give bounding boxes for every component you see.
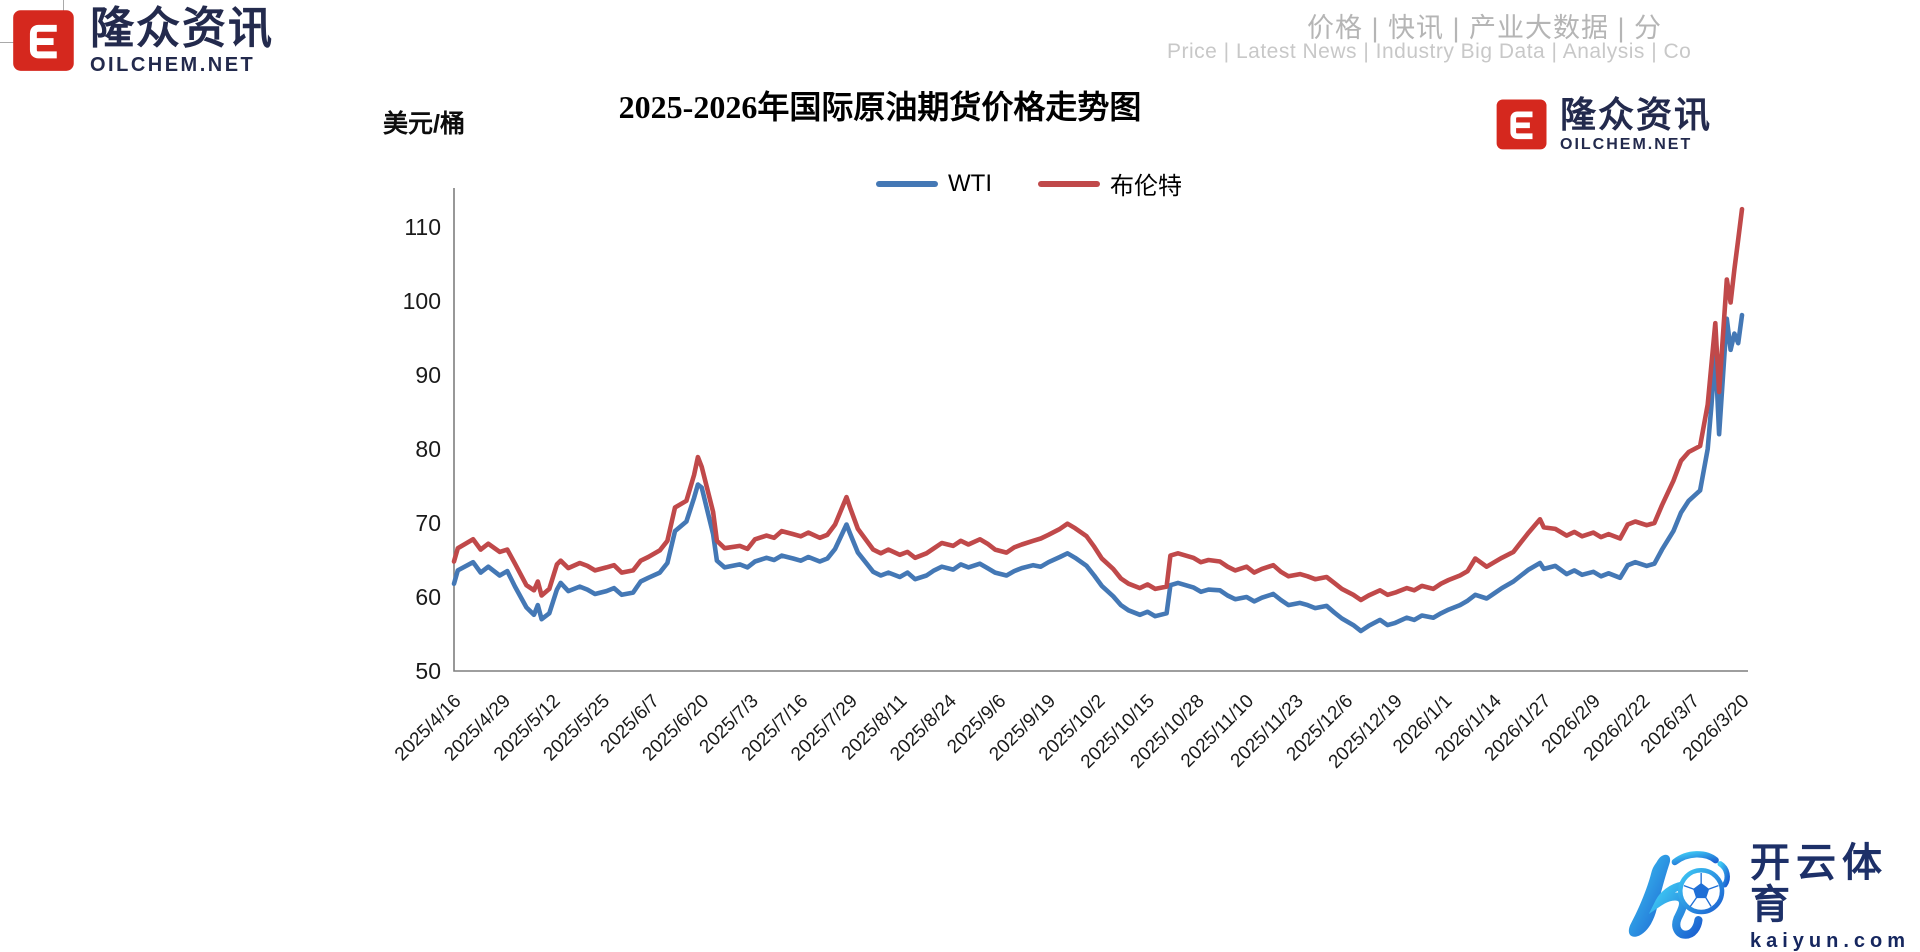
chart-legend: WTI 布伦特 [876, 166, 1182, 201]
kaiyun-logo[interactable]: 开云体育 kaiyun.com [1624, 842, 1920, 952]
watermark-name-cn: 隆众资讯 [1560, 94, 1713, 135]
y-axis-tick-label: 60 [415, 584, 441, 610]
y-axis-tick-label: 80 [415, 436, 441, 462]
wti-price-line [451, 312, 1745, 634]
brent-line-swatch [1037, 180, 1100, 187]
y-axis-tick-label: 90 [415, 362, 441, 388]
wti-line-swatch [876, 180, 938, 187]
kaiyun-name-cn: 开云体育 [1750, 841, 1888, 927]
watermark-name-en: OILCHEM.NET [1560, 136, 1693, 153]
y-axis-unit-label: 美元/桶 [383, 110, 465, 138]
nav-links-en[interactable]: Price | Latest News | Industry Big Data … [1167, 40, 1692, 63]
axis-lines [453, 188, 1748, 672]
oilchem-logo[interactable]: 隆众资讯 OILCHEM.NET [10, 6, 274, 76]
kaiyun-text: 开云体育 kaiyun.com [1750, 842, 1920, 952]
brand-text: 隆众资讯 OILCHEM.NET [90, 4, 274, 77]
watermark-text: 隆众资讯 OILCHEM.NET [1560, 96, 1712, 154]
oilchem-watermark-icon [1494, 96, 1550, 152]
y-axis-tick-label: 110 [404, 214, 441, 240]
chart-title: 2025-2026年国际原油期货价格走势图 [618, 89, 1142, 125]
brent-price-line [451, 206, 1745, 603]
kaiyun-icon [1624, 849, 1742, 945]
legend-item-brent: 布伦特 [1037, 166, 1182, 201]
y-axis-tick-label: 100 [403, 288, 441, 314]
brand-name-cn: 隆众资讯 [90, 4, 274, 53]
y-axis-tick-label: 70 [415, 510, 441, 536]
wti-legend-label: WTI [948, 169, 992, 197]
oilchem-logo-icon [10, 6, 78, 74]
kaiyun-domain: kaiyun.com [1750, 930, 1911, 952]
brand-name-en: OILCHEM.NET [90, 54, 256, 76]
legend-item-wti: WTI [876, 170, 992, 198]
chart-watermark-logo: 隆众资讯 OILCHEM.NET [1494, 96, 1712, 154]
nav-links-cn[interactable]: 价格 | 快讯 | 产业大数据 | 分 [1307, 13, 1663, 43]
brent-legend-label: 布伦特 [1109, 173, 1182, 200]
y-axis-tick-label: 50 [415, 658, 441, 684]
